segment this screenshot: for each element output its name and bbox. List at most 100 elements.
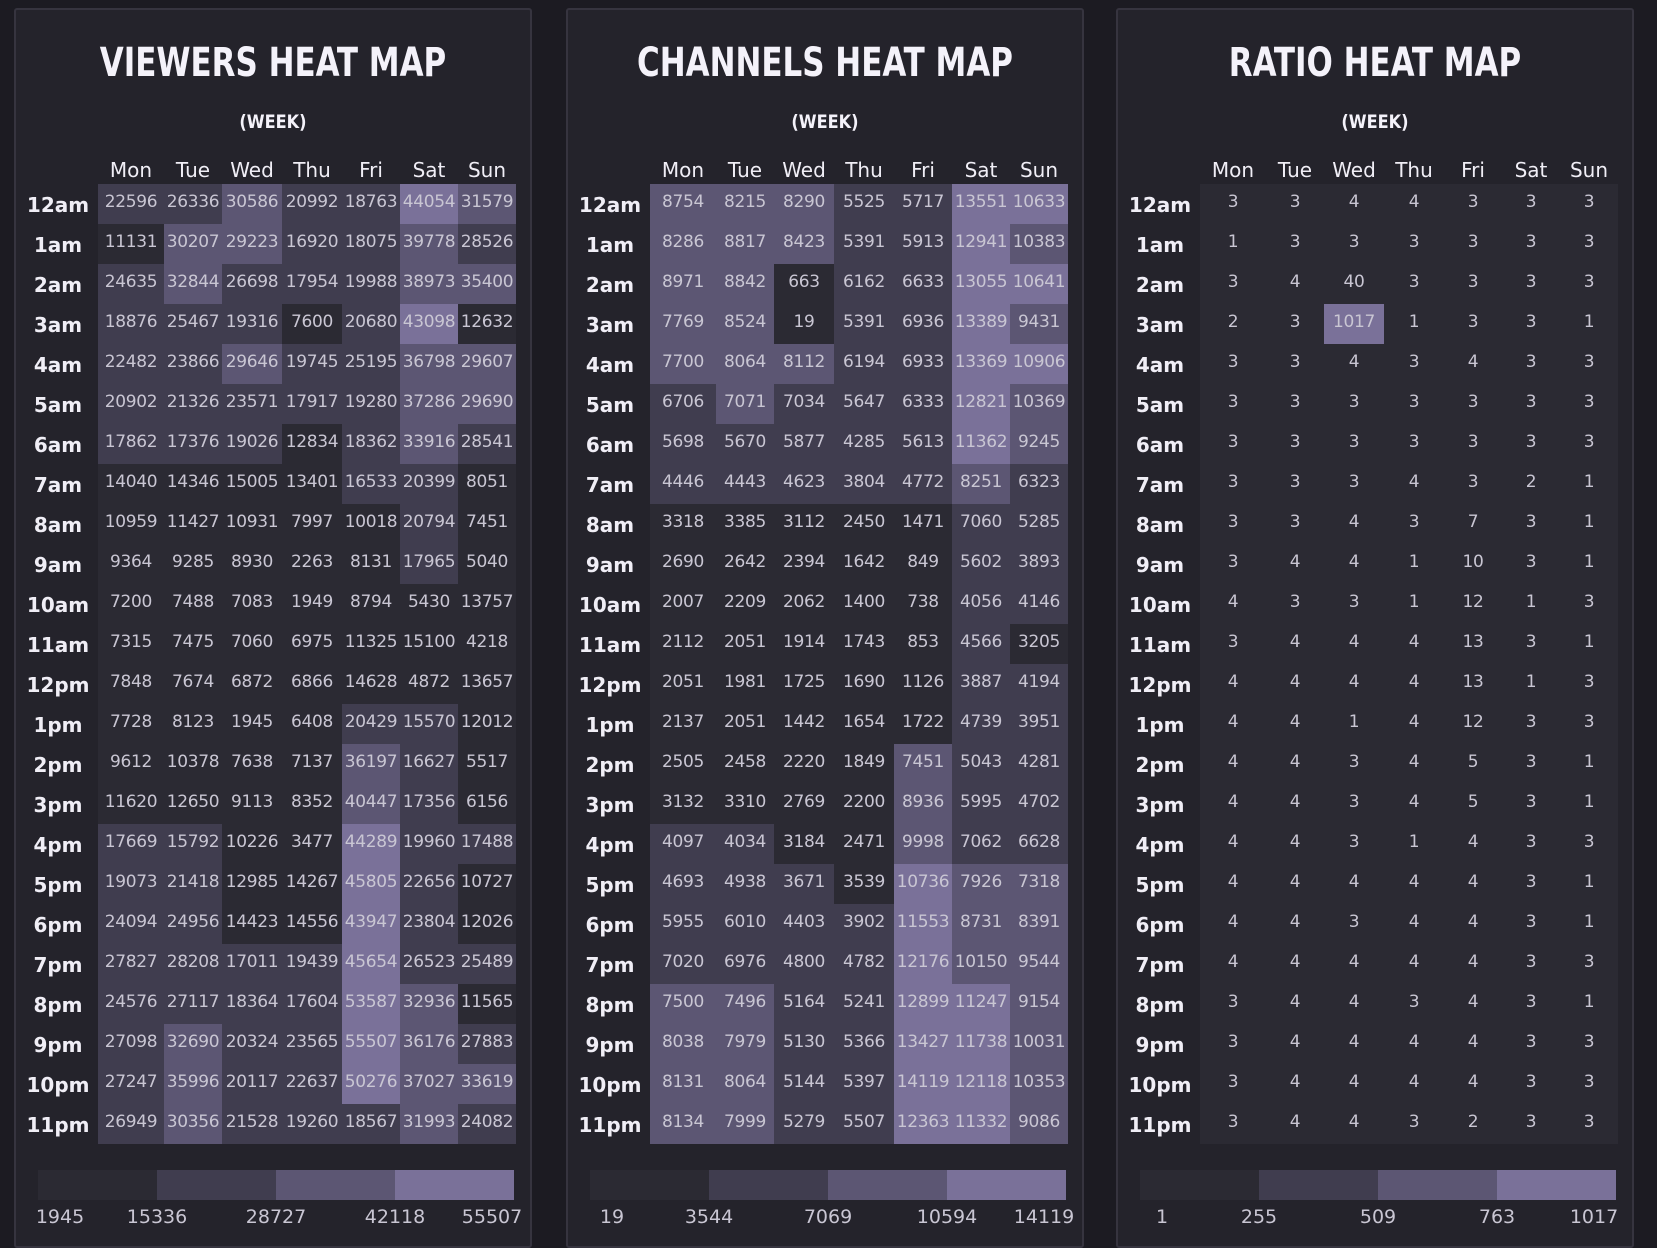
heatmap-cell: 4 bbox=[1266, 664, 1324, 704]
heatmap-cell: 4623 bbox=[774, 464, 834, 504]
heatmap-cell: 4 bbox=[1324, 504, 1384, 544]
heatmap-cell: 6975 bbox=[282, 624, 342, 664]
heatmap-cell: 3 bbox=[1502, 824, 1560, 864]
hour-label: 11pm bbox=[578, 1113, 642, 1137]
heatmap-cell: 5877 bbox=[774, 424, 834, 464]
heatmap-cell: 12941 bbox=[952, 224, 1010, 264]
heatmap-cell: 1 bbox=[1560, 624, 1618, 664]
heatmap-cell: 4194 bbox=[1010, 664, 1068, 704]
heatmap-cell: 3539 bbox=[834, 864, 894, 904]
heatmap-cell: 4772 bbox=[894, 464, 952, 504]
heatmap-cell: 11325 bbox=[342, 624, 400, 664]
heatmap-cell: 5241 bbox=[834, 984, 894, 1024]
heatmap-cell: 4 bbox=[1444, 944, 1502, 984]
heatmap-cell: 7999 bbox=[716, 1104, 774, 1144]
heatmap-cell: 3 bbox=[1560, 384, 1618, 424]
heatmap-cell: 5602 bbox=[952, 544, 1010, 584]
hour-label: 4pm bbox=[585, 833, 635, 857]
heatmap-cell: 1 bbox=[1560, 744, 1618, 784]
heatmap-cell: 12 bbox=[1444, 704, 1502, 744]
heatmap-cell: 3 bbox=[1502, 264, 1560, 304]
heatmap-cell: 4443 bbox=[716, 464, 774, 504]
heatmap-cell: 3 bbox=[1560, 1064, 1618, 1104]
hour-label: 8am bbox=[585, 513, 635, 537]
heatmap-panel-ratio: RATIO HEAT MAP (WEEK) Mon Tue Wed Thu Fri Sat Su… bbox=[1116, 8, 1634, 1248]
day-header: Sun bbox=[467, 158, 507, 182]
heatmap-cell: 8794 bbox=[342, 584, 400, 624]
heatmap-cell: 31579 bbox=[458, 184, 516, 224]
heatmap-cell: 32690 bbox=[164, 1024, 222, 1064]
heatmap-cell: 17604 bbox=[282, 984, 342, 1024]
heatmap-cell: 2263 bbox=[282, 544, 342, 584]
heatmap-cell: 6194 bbox=[834, 344, 894, 384]
heatmap-cell: 29646 bbox=[222, 344, 282, 384]
hour-label: 2pm bbox=[585, 753, 635, 777]
heatmap-cell: 3 bbox=[1560, 344, 1618, 384]
hour-label: 5am bbox=[1135, 393, 1185, 417]
legend-swatch bbox=[828, 1170, 947, 1200]
heatmap-cell: 27247 bbox=[98, 1064, 164, 1104]
heatmap-cell: 5391 bbox=[834, 224, 894, 264]
heatmap-cell: 11427 bbox=[164, 504, 222, 544]
heatmap-cell: 4 bbox=[1200, 664, 1266, 704]
chart-subtitle: (WEEK) bbox=[239, 111, 307, 133]
heatmap-cell: 2200 bbox=[834, 784, 894, 824]
heatmap-cell: 5285 bbox=[1010, 504, 1068, 544]
heatmap-cell: 4 bbox=[1384, 664, 1444, 704]
heatmap-cell: 13657 bbox=[458, 664, 516, 704]
heatmap-cell: 19073 bbox=[98, 864, 164, 904]
heatmap-cell: 18362 bbox=[342, 424, 400, 464]
hour-label: 4am bbox=[1135, 353, 1185, 377]
heatmap-cell: 30356 bbox=[164, 1104, 222, 1144]
heatmap-cell: 19316 bbox=[222, 304, 282, 344]
hour-label: 8pm bbox=[585, 993, 635, 1017]
legend-tick-label: 509 bbox=[1359, 1206, 1397, 1228]
legend-swatch bbox=[1140, 1170, 1259, 1200]
heatmap-cell: 7488 bbox=[164, 584, 222, 624]
heatmap-cell: 3 bbox=[1200, 184, 1266, 224]
heatmap-cell: 3 bbox=[1324, 784, 1384, 824]
heatmap-cell: 7137 bbox=[282, 744, 342, 784]
heatmap-cell: 2642 bbox=[716, 544, 774, 584]
heatmap-cell: 3 bbox=[1384, 1104, 1444, 1144]
heatmap-cell: 3 bbox=[1200, 464, 1266, 504]
heatmap-cell: 20902 bbox=[98, 384, 164, 424]
hour-label: 2pm bbox=[1135, 753, 1185, 777]
hour-label: 1pm bbox=[585, 713, 635, 737]
heatmap-cell: 3 bbox=[1560, 824, 1618, 864]
legend-tick-label: 42118 bbox=[364, 1206, 426, 1228]
day-header: Fri bbox=[359, 158, 383, 182]
heatmap-cell: 7 bbox=[1444, 504, 1502, 544]
heatmap-cell: 45805 bbox=[342, 864, 400, 904]
heatmap-cell: 37286 bbox=[400, 384, 458, 424]
heatmap-cell: 10226 bbox=[222, 824, 282, 864]
heatmap-cell: 7200 bbox=[98, 584, 164, 624]
heatmap-cell: 4 bbox=[1324, 344, 1384, 384]
hour-label: 1am bbox=[33, 233, 83, 257]
heatmap-cell: 40447 bbox=[342, 784, 400, 824]
heatmap-cell: 3 bbox=[1502, 344, 1560, 384]
heatmap-cell: 26698 bbox=[222, 264, 282, 304]
heatmap-cell: 1 bbox=[1560, 504, 1618, 544]
heatmap-cell: 1 bbox=[1384, 304, 1444, 344]
heatmap-cell: 2394 bbox=[774, 544, 834, 584]
heatmap-cell: 13 bbox=[1444, 624, 1502, 664]
heatmap-cell: 1 bbox=[1560, 544, 1618, 584]
heatmap-cell: 8971 bbox=[650, 264, 716, 304]
hour-label: 8pm bbox=[1135, 993, 1185, 1017]
heatmap-cell: 23571 bbox=[222, 384, 282, 424]
heatmap-cell: 7315 bbox=[98, 624, 164, 664]
heatmap-cell: 7060 bbox=[952, 504, 1010, 544]
heatmap-cell: 2450 bbox=[834, 504, 894, 544]
heatmap-cell: 14628 bbox=[342, 664, 400, 704]
hour-label: 1pm bbox=[1135, 713, 1185, 737]
heatmap-cell: 4 bbox=[1444, 984, 1502, 1024]
heatmap-cell: 8112 bbox=[774, 344, 834, 384]
heatmap-cell: 4 bbox=[1324, 1024, 1384, 1064]
hour-label: 2am bbox=[1135, 273, 1185, 297]
legend-swatch bbox=[590, 1170, 709, 1200]
heatmap-cell: 3 bbox=[1324, 224, 1384, 264]
heatmap-cell: 27117 bbox=[164, 984, 222, 1024]
heatmap-cell: 16627 bbox=[400, 744, 458, 784]
heatmap-cell: 16920 bbox=[282, 224, 342, 264]
